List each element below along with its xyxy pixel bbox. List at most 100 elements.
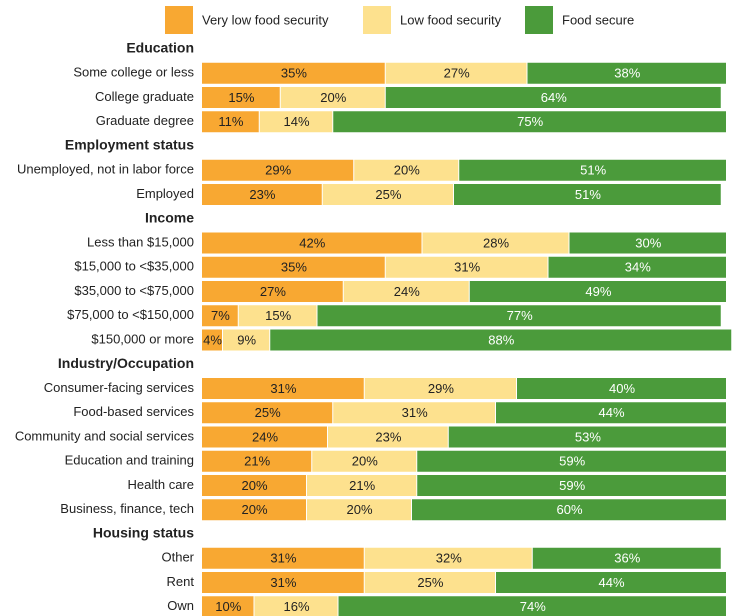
legend-swatch [363,6,391,34]
value-label: 77% [507,308,533,323]
bar-segment [469,281,726,302]
category-label: Unemployed, not in labor force [17,162,194,177]
value-label: 38% [614,66,640,81]
bar-segment [202,232,422,254]
value-label: 16% [283,599,309,614]
bar-segment [202,378,364,399]
bar-segment [364,572,495,593]
value-label: 31% [402,405,428,420]
bar-segment [259,111,333,133]
bar-segment [532,547,721,569]
value-label: 20% [394,163,420,178]
bar-segment [312,450,417,472]
bar-segment [412,499,726,521]
value-label: 51% [580,163,606,178]
bar-segment [270,329,732,351]
bar-segment [422,232,569,254]
category-label: Food-based services [73,404,194,419]
category-label: Graduate degree [96,113,194,128]
bar-segment [385,87,721,108]
bar-segment [280,87,385,108]
bar-segment [496,572,726,593]
category-label: Community and social services [15,428,195,443]
value-label: 20% [241,478,267,493]
bar-segment [569,232,726,254]
value-label: 31% [270,551,296,566]
value-label: 59% [559,478,585,493]
bar-segment [354,159,459,181]
value-label: 25% [417,575,443,590]
category-label: Health care [128,477,194,492]
bar-segment [364,378,516,399]
bar-segment [385,62,527,84]
value-label: 29% [428,381,454,396]
category-label: Education and training [65,453,194,468]
bar-segment [333,402,495,424]
value-label: 31% [270,575,296,590]
value-label: 29% [265,163,291,178]
bar-segment [202,499,306,521]
category-label: Consumer-facing services [44,380,195,395]
value-label: 25% [255,405,281,420]
bar-segment [548,256,726,278]
category-label: Own [167,598,194,613]
group-header: Industry/Occupation [58,355,194,371]
category-label: $75,000 to <$150,000 [67,307,194,322]
value-label: 74% [520,599,546,614]
value-label: 20% [320,90,346,105]
value-label: 31% [454,260,480,275]
bar-segment [202,426,327,448]
value-label: 21% [349,478,375,493]
value-label: 24% [394,284,420,299]
bar-segment [527,62,726,84]
bar-segment [202,329,222,351]
bar-segment [202,281,343,302]
bar-segment [307,475,417,496]
bar-segment [307,499,411,521]
value-label: 23% [249,187,275,202]
category-label: Other [161,550,194,565]
bar-segment [202,111,259,133]
bar-segment [202,475,306,496]
bar-segment [517,378,726,399]
group-header: Employment status [65,137,194,153]
category-label: $150,000 or more [91,331,194,346]
value-label: 88% [488,332,514,347]
value-label: 27% [444,66,470,81]
value-label: 14% [283,114,309,129]
bar-segment [202,184,322,205]
value-label: 51% [575,187,601,202]
bar-segment [202,62,385,84]
group-header: Housing status [93,525,194,541]
bar-segment [202,572,364,593]
bar-segment [385,256,548,278]
value-label: 60% [556,502,582,517]
value-label: 31% [270,381,296,396]
legend-swatch [165,6,193,34]
value-label: 23% [375,429,401,444]
value-label: 24% [252,429,278,444]
value-label: 75% [517,114,543,129]
value-label: 35% [281,66,307,81]
value-label: 36% [614,551,640,566]
legend-label: Low food security [400,12,502,27]
bar-segment [328,426,448,448]
value-label: 30% [635,235,661,250]
value-label: 35% [281,260,307,275]
value-label: 49% [585,284,611,299]
bar-segment [202,596,254,616]
value-label: 34% [625,260,651,275]
value-label: 44% [598,405,624,420]
category-label: College graduate [95,89,194,104]
value-label: 42% [299,235,325,250]
bar-segment [417,475,726,496]
bar-segment [496,402,726,424]
bar-segment [343,281,469,302]
bar-segment [459,159,726,181]
bar-segment [417,450,726,472]
bar-segment [333,111,726,133]
bar-segment [338,596,726,616]
value-label: 32% [436,551,462,566]
